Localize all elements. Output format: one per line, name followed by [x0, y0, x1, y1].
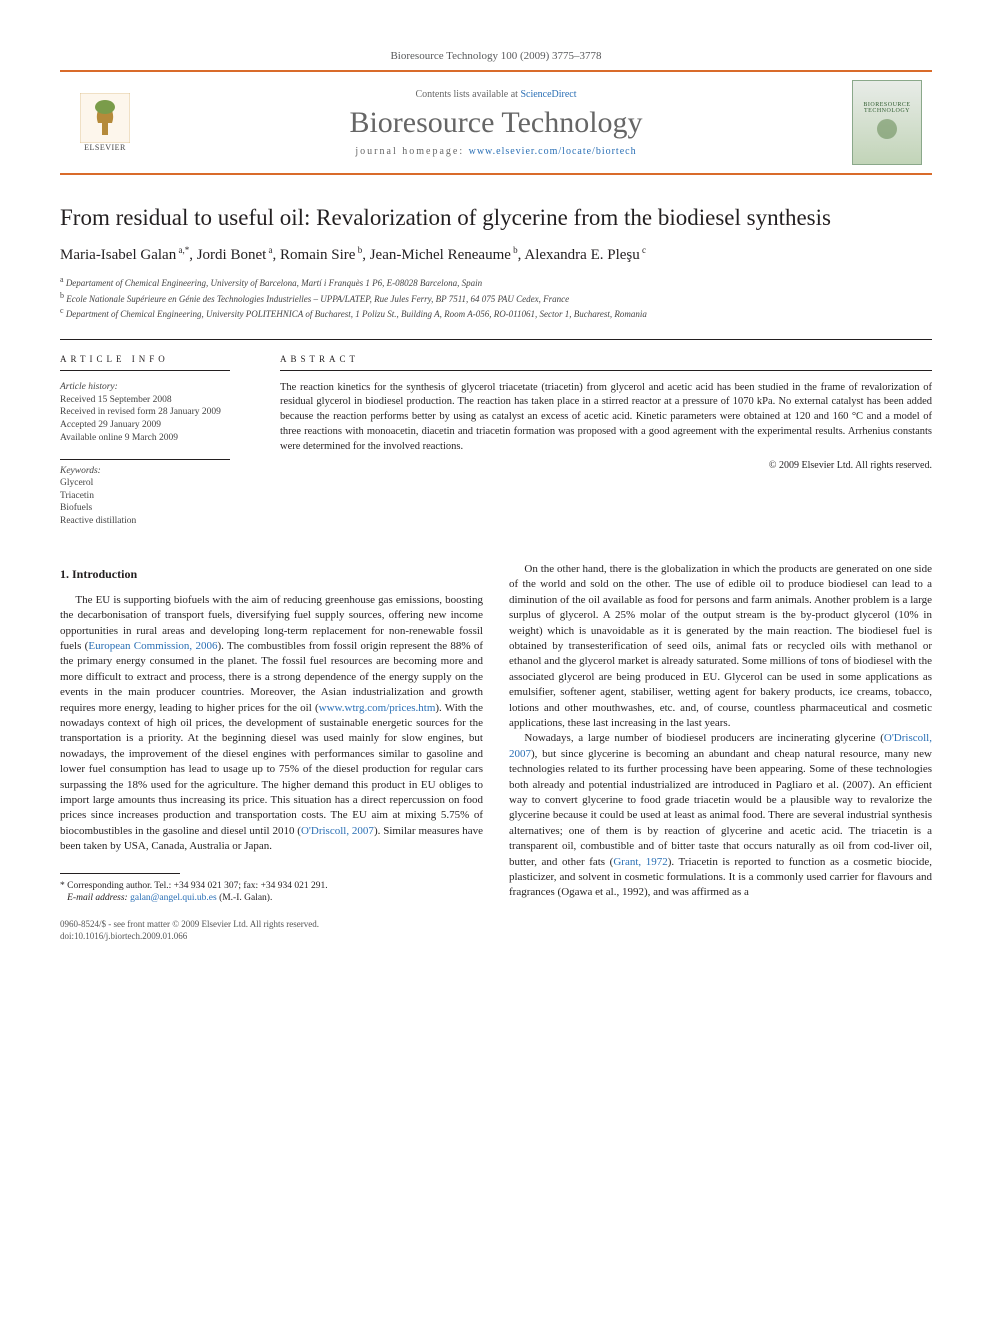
abstract-heading-rule	[280, 370, 932, 371]
abstract-text: The reaction kinetics for the synthesis …	[280, 381, 932, 454]
author-name: Jordi Bonet	[197, 247, 267, 263]
keyword-4: Reactive distillation	[60, 515, 264, 528]
author-name: Alexandra E. Pleşu	[524, 247, 639, 263]
authors-line: Maria-Isabel Galan a,*, Jordi Bonet a, R…	[60, 245, 932, 264]
keyword-3: Biofuels	[60, 502, 264, 515]
front-matter-line1: 0960-8524/$ - see front matter © 2009 El…	[60, 919, 932, 931]
abstract-column: ABSTRACT The reaction kinetics for the s…	[280, 340, 932, 538]
corr-author-line: * Corresponding author. Tel.: +34 934 02…	[60, 880, 483, 893]
affiliation-line: a Departament of Chemical Engineering, U…	[60, 274, 932, 290]
journal-banner: ELSEVIER Contents lists available at Sci…	[60, 70, 932, 175]
author-mark: a	[266, 245, 272, 255]
front-matter-footer: 0960-8524/$ - see front matter © 2009 El…	[60, 919, 932, 942]
para-2: On the other hand, there is the globaliz…	[509, 562, 932, 731]
abstract-copyright: © 2009 Elsevier Ltd. All rights reserved…	[280, 460, 932, 471]
elsevier-logo: ELSEVIER	[70, 88, 140, 158]
email-line: E-mail address: galan@angel.qui.ub.es (M…	[60, 892, 483, 905]
banner-center: Contents lists available at ScienceDirec…	[140, 89, 852, 157]
info-abstract-row: ARTICLE INFO Article history: Received 1…	[60, 339, 932, 538]
author-mark: a,*	[176, 245, 189, 255]
corr-email-link[interactable]: galan@angel.qui.ub.es	[130, 893, 217, 903]
email-label: E-mail address:	[67, 893, 128, 903]
para-1-text-c: ). With the nowadays context of high oil…	[60, 702, 483, 837]
ref-link-grant1972[interactable]: Grant, 1972	[613, 856, 667, 868]
journal-homepage-line: journal homepage: www.elsevier.com/locat…	[140, 146, 852, 157]
author-name: Romain Sire	[280, 247, 355, 263]
contents-lists-line: Contents lists available at ScienceDirec…	[140, 89, 852, 100]
para-3-text-b: ), but since glycerine is becoming an ab…	[509, 748, 932, 868]
elsevier-tree-icon	[80, 93, 130, 143]
citation-header: Bioresource Technology 100 (2009) 3775–3…	[60, 50, 932, 62]
ref-link-wtrg[interactable]: www.wtrg.com/prices.htm	[319, 702, 436, 714]
footnote-block: * Corresponding author. Tel.: +34 934 02…	[60, 873, 483, 906]
affiliations-block: a Departament of Chemical Engineering, U…	[60, 274, 932, 321]
para-1: The EU is supporting biofuels with the a…	[60, 593, 483, 855]
abstract-heading: ABSTRACT	[280, 354, 932, 364]
corresponding-author-footnote: * Corresponding author. Tel.: +34 934 02…	[60, 880, 483, 906]
article-title: From residual to useful oil: Revalorizat…	[60, 205, 932, 231]
journal-title: Bioresource Technology	[140, 106, 852, 140]
cover-art-icon	[872, 114, 902, 144]
contents-prefix: Contents lists available at	[415, 89, 520, 100]
section-1-heading: 1. Introduction	[60, 566, 483, 583]
body-two-column: 1. Introduction The EU is supporting bio…	[60, 562, 932, 905]
author-name: Jean-Michel Reneaume	[370, 247, 511, 263]
keyword-1: Glycerol	[60, 477, 264, 490]
history-revised: Received in revised form 28 January 2009	[60, 406, 264, 419]
elsevier-logo-text: ELSEVIER	[84, 143, 126, 152]
history-accepted: Accepted 29 January 2009	[60, 419, 264, 432]
article-info-heading: ARTICLE INFO	[60, 354, 264, 364]
journal-cover-thumbnail: BIORESOURCE TECHNOLOGY	[852, 80, 922, 165]
footnote-rule	[60, 873, 180, 874]
para-3-text-a: Nowadays, a large number of biodiesel pr…	[524, 732, 883, 744]
affiliation-line: b Ecole Nationale Supérieure en Génie de…	[60, 290, 932, 306]
affiliation-line: c Department of Chemical Engineering, Un…	[60, 305, 932, 321]
article-info-column: ARTICLE INFO Article history: Received 1…	[60, 340, 280, 538]
author-mark: b	[511, 245, 518, 255]
author-name: Maria-Isabel Galan	[60, 247, 176, 263]
ref-link-odriscoll-1[interactable]: O'Driscoll, 2007	[301, 825, 374, 837]
author-mark: b	[355, 245, 362, 255]
ref-link-ec2006[interactable]: European Commission, 2006	[88, 640, 217, 652]
author-mark: c	[640, 245, 646, 255]
doi-line: doi:10.1016/j.biortech.2009.01.066	[60, 931, 932, 943]
cover-title-text: BIORESOURCE TECHNOLOGY	[853, 102, 921, 114]
homepage-prefix: journal homepage:	[355, 146, 468, 157]
history-online: Available online 9 March 2009	[60, 432, 264, 445]
journal-homepage-link[interactable]: www.elsevier.com/locate/biortech	[469, 146, 637, 157]
sciencedirect-link[interactable]: ScienceDirect	[520, 89, 576, 100]
article-history: Article history: Received 15 September 2…	[60, 381, 264, 445]
keyword-2: Triacetin	[60, 490, 264, 503]
para-3: Nowadays, a large number of biodiesel pr…	[509, 731, 932, 900]
history-received: Received 15 September 2008	[60, 394, 264, 407]
history-label: Article history:	[60, 381, 264, 394]
email-owner: (M.-I. Galan).	[219, 893, 272, 903]
keywords-list: Glycerol Triacetin Biofuels Reactive dis…	[60, 477, 264, 528]
keywords-label: Keywords:	[60, 459, 230, 476]
info-heading-rule	[60, 370, 230, 371]
